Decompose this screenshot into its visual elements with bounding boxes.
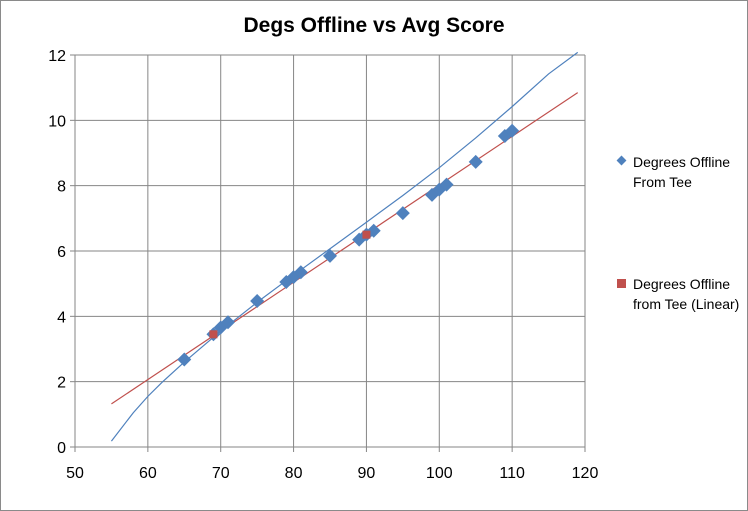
- x-tick-label: 90: [358, 465, 376, 482]
- x-tick-label: 100: [426, 465, 453, 482]
- data-point: [293, 265, 308, 280]
- y-tick-label: 12: [48, 48, 66, 65]
- diamond-marker-icon: [616, 155, 627, 166]
- data-point: [221, 315, 235, 330]
- data-point: [395, 206, 410, 221]
- trend-curve: [110, 51, 579, 442]
- x-tick-label: 50: [66, 465, 84, 482]
- linear-trendline: [111, 92, 579, 405]
- legend: Degrees Offline From Tee Degrees Offline…: [616, 152, 745, 314]
- data-point: [177, 352, 192, 367]
- x-tick-label: 120: [572, 465, 599, 482]
- y-tick-label: 4: [57, 309, 66, 326]
- square-marker-icon: [617, 279, 626, 288]
- x-tick-label: 110: [499, 465, 525, 482]
- data-point: [439, 177, 454, 192]
- data-point: [323, 248, 337, 263]
- y-tick-label: 10: [48, 113, 66, 130]
- x-tick-label: 60: [139, 465, 157, 482]
- data-point: [468, 154, 483, 169]
- data-point: [505, 123, 520, 138]
- linear-marker: [209, 330, 218, 339]
- legend-item-series-1: Degrees Offline From Tee: [616, 152, 745, 192]
- x-tick-label: 70: [212, 465, 230, 482]
- x-tick-label: 80: [285, 465, 303, 482]
- y-tick-label: 8: [57, 179, 66, 196]
- y-tick-label: 2: [57, 375, 66, 392]
- legend-item-series-2: Degrees Offline from Tee (Linear): [617, 274, 745, 314]
- y-tick-label: 0: [57, 440, 66, 457]
- data-point: [250, 293, 265, 308]
- y-tick-label: 6: [57, 244, 66, 261]
- legend-label: Degrees Offline from Tee (Linear): [633, 276, 740, 312]
- legend-label: Degrees Offline From Tee: [633, 154, 731, 190]
- chart-title: Degs Offline vs Avg Score: [243, 14, 505, 37]
- linear-marker: [362, 230, 371, 239]
